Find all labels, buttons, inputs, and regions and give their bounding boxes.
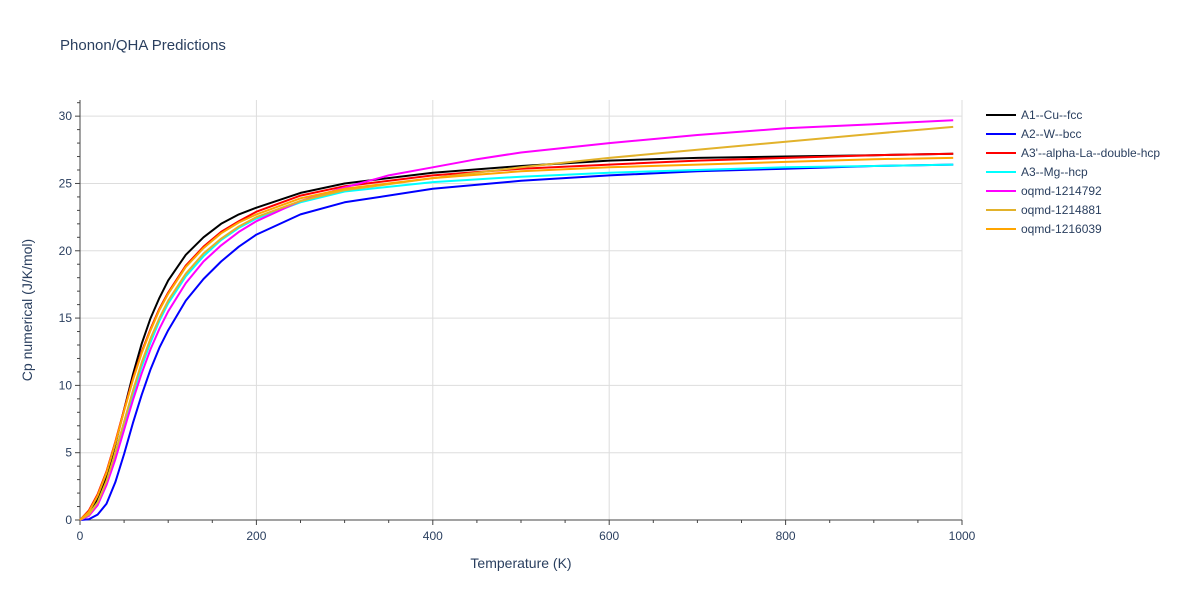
- x-tick-label: 800: [776, 529, 796, 543]
- x-tick-label: 600: [599, 529, 619, 543]
- legend-item[interactable]: A3'--alpha-La--double-hcp: [986, 146, 1160, 160]
- y-tick-label: 20: [59, 244, 73, 258]
- x-axis-title: Temperature (K): [470, 555, 571, 571]
- series-line-5: [79, 119, 954, 521]
- legend-item[interactable]: A1--Cu--fcc: [986, 108, 1082, 122]
- legend-item[interactable]: A2--W--bcc: [986, 127, 1081, 141]
- series-line-3: [79, 152, 954, 521]
- series-lines: [79, 119, 954, 521]
- legend-label: oqmd-1214792: [1021, 184, 1102, 198]
- series-line-1: [79, 152, 954, 521]
- legend-label: A1--Cu--fcc: [1021, 108, 1082, 122]
- legend-item[interactable]: oqmd-1214792: [986, 184, 1102, 198]
- y-tick-label: 5: [65, 446, 72, 460]
- x-tick-label: 0: [77, 529, 84, 543]
- legend-item[interactable]: oqmd-1216039: [986, 222, 1102, 236]
- legend-label: A3'--alpha-La--double-hcp: [1021, 146, 1160, 160]
- x-tick-label: 400: [423, 529, 443, 543]
- legend-label: oqmd-1214881: [1021, 203, 1102, 217]
- y-tick-label: 25: [59, 176, 73, 190]
- series-line-2: [79, 163, 954, 521]
- y-tick-label: 0: [65, 513, 72, 527]
- legend-label: oqmd-1216039: [1021, 222, 1102, 236]
- x-tick-label: 1000: [949, 529, 976, 543]
- axes: 0 200 400 600 800 1000 0 5 10 15 20 25 30: [59, 100, 976, 543]
- legend-item[interactable]: oqmd-1214881: [986, 203, 1102, 217]
- legend-label: A2--W--bcc: [1021, 127, 1081, 141]
- x-tick-label: 200: [246, 529, 266, 543]
- series-line-4: [79, 163, 954, 521]
- legend-item[interactable]: A3--Mg--hcp: [986, 165, 1088, 179]
- grid: [80, 100, 963, 520]
- y-tick-label: 15: [59, 311, 73, 325]
- chart-title: Phonon/QHA Predictions: [60, 37, 226, 54]
- legend[interactable]: A1--Cu--fcc A2--W--bcc A3'--alpha-La--doub…: [986, 108, 1160, 236]
- series-line-7: [79, 156, 954, 521]
- y-tick-label: 30: [59, 109, 73, 123]
- y-axis-title: Cp numerical (J/K/mol): [19, 239, 35, 381]
- legend-label: A3--Mg--hcp: [1021, 165, 1088, 179]
- y-tick-label: 10: [59, 378, 73, 392]
- series-line-6: [79, 125, 954, 521]
